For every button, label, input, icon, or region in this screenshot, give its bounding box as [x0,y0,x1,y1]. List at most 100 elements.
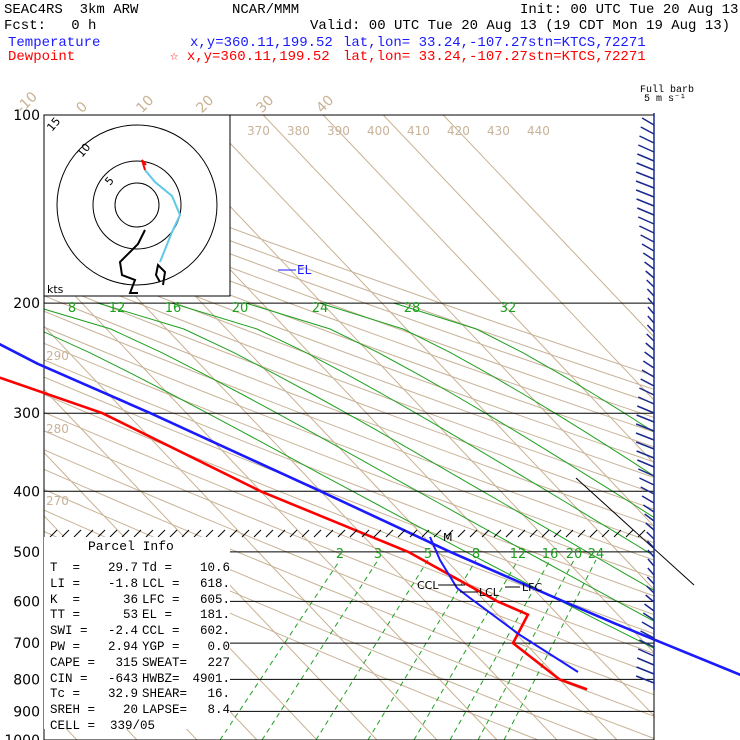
hatch-mark [385,529,394,538]
hatch-mark [217,529,226,538]
wind-barb [640,126,655,135]
parcel-cell: 4901. [192,671,230,686]
wind-barb [636,414,655,423]
parcel-cell: CIN = [50,671,88,686]
hatch-mark [541,529,550,538]
dry-adiabat-label: 290 [46,349,69,363]
dry-adiabat-line [44,182,654,404]
wind-barb [637,405,655,414]
parcel-row: CELL = 339/05 [50,719,230,735]
wind-barb [637,459,655,468]
wind-barb [637,153,655,162]
dry-adiabat-line [44,430,654,675]
parcel-cell: -643 [107,671,138,686]
dewpoint-legend: Dewpoint [8,49,76,65]
parcel-info-title: Parcel Info [88,539,174,554]
hodograph-trace-low [118,229,146,294]
lfc-marker: LFC [522,581,542,594]
parcel-cell: SREH = [50,703,96,718]
hatch-mark [229,529,238,538]
hatch-mark [565,529,574,538]
dry-adiabat-label: 420 [447,124,470,138]
barb-unit: 5 m s⁻¹ [644,94,687,105]
wind-barb [639,477,655,486]
wind-barb [635,423,655,432]
hatch-mark [49,529,58,538]
wind-barb [641,243,655,252]
hatch-mark [97,529,106,538]
temperature-legend: Temperature [8,35,101,51]
wind-barb [637,648,655,657]
wind-barb [639,387,655,396]
moist-adiabat-label: 12 [109,301,126,316]
dry-adiabat-line [44,265,654,494]
parcel-cell: 181. [199,608,230,623]
hatch-mark [109,529,118,538]
wind-barb [647,297,655,306]
dry-adiabat-line [44,393,654,635]
hatch-mark [493,529,502,538]
hatch-mark [469,529,478,538]
hatch-mark [301,529,310,538]
mixing-ratio-line [413,559,519,740]
wind-barb [635,180,655,189]
wind-barb [638,144,655,153]
hodograph-frame [43,114,231,297]
parcel-cell: 53 [122,608,138,623]
hatch-mark [73,529,82,538]
parcel-cell: 32.9 [107,687,138,702]
moist-adiabat-line [171,302,654,557]
wind-barb [646,576,655,585]
wind-barb [647,558,655,567]
dry-adiabat-label: 430 [487,124,510,138]
hatch-mark [277,529,286,538]
hatch-mark [373,529,382,538]
hatch-mark [133,529,142,538]
mixing-ratio-label: 12 [510,547,527,562]
wind-barb [636,207,655,216]
isotherm-line [202,115,654,591]
parcel-cell: CAPE = [50,655,96,670]
dewpoint-latlon: lat,lon= 33.24,-107.27 [343,49,528,65]
dry-adiabat-line [44,169,654,390]
mixing-ratio-line [219,559,341,740]
isotherm-label: 20 [193,92,217,116]
moist-adiabat-line [97,302,654,591]
hatch-mark [325,529,334,538]
wind-barb [639,225,655,234]
wind-barb [635,675,655,684]
parcel-row: K = 36 LFC = 605. [50,593,230,609]
mixing-ratio-label: 20 [566,547,583,562]
hatch-mark [577,529,586,538]
dry-adiabat-line [44,359,654,597]
hatch-mark [61,529,70,538]
parcel-cell: 227 [207,655,230,670]
parcel-cell: 10.6 [199,561,230,575]
dry-adiabat-label: 410 [407,124,430,138]
wind-barb [647,315,655,324]
isotherm-line [262,115,654,528]
dry-adiabat-line [44,310,654,544]
hatch-mark [241,529,250,538]
parcel-cell: 605. [199,592,230,607]
wind-barb [636,666,655,675]
barb-title: Full barb [640,85,695,96]
hodograph-ring [56,124,218,286]
wind-barb [645,342,655,351]
dry-adiabat-label: 400 [367,124,390,138]
wind-barb [645,522,655,531]
pressure-label: 700 [13,636,40,652]
wind-barb [647,549,655,558]
mixing-ratio-label: 16 [542,547,559,562]
hodograph-trace-top [141,159,147,171]
hatch-mark [397,529,406,538]
pressure-label: 1000 [4,733,40,740]
wind-barb [635,189,655,198]
mixing-ratio-line [477,559,575,740]
temperature-latlon: lat,lon= 33.24,-107.27 [343,35,528,51]
hatch-mark [481,529,490,538]
wind-barb [646,333,655,342]
dry-adiabat-line [44,209,654,433]
hatch-mark [157,529,166,538]
moist-adiabat-line [319,302,654,477]
